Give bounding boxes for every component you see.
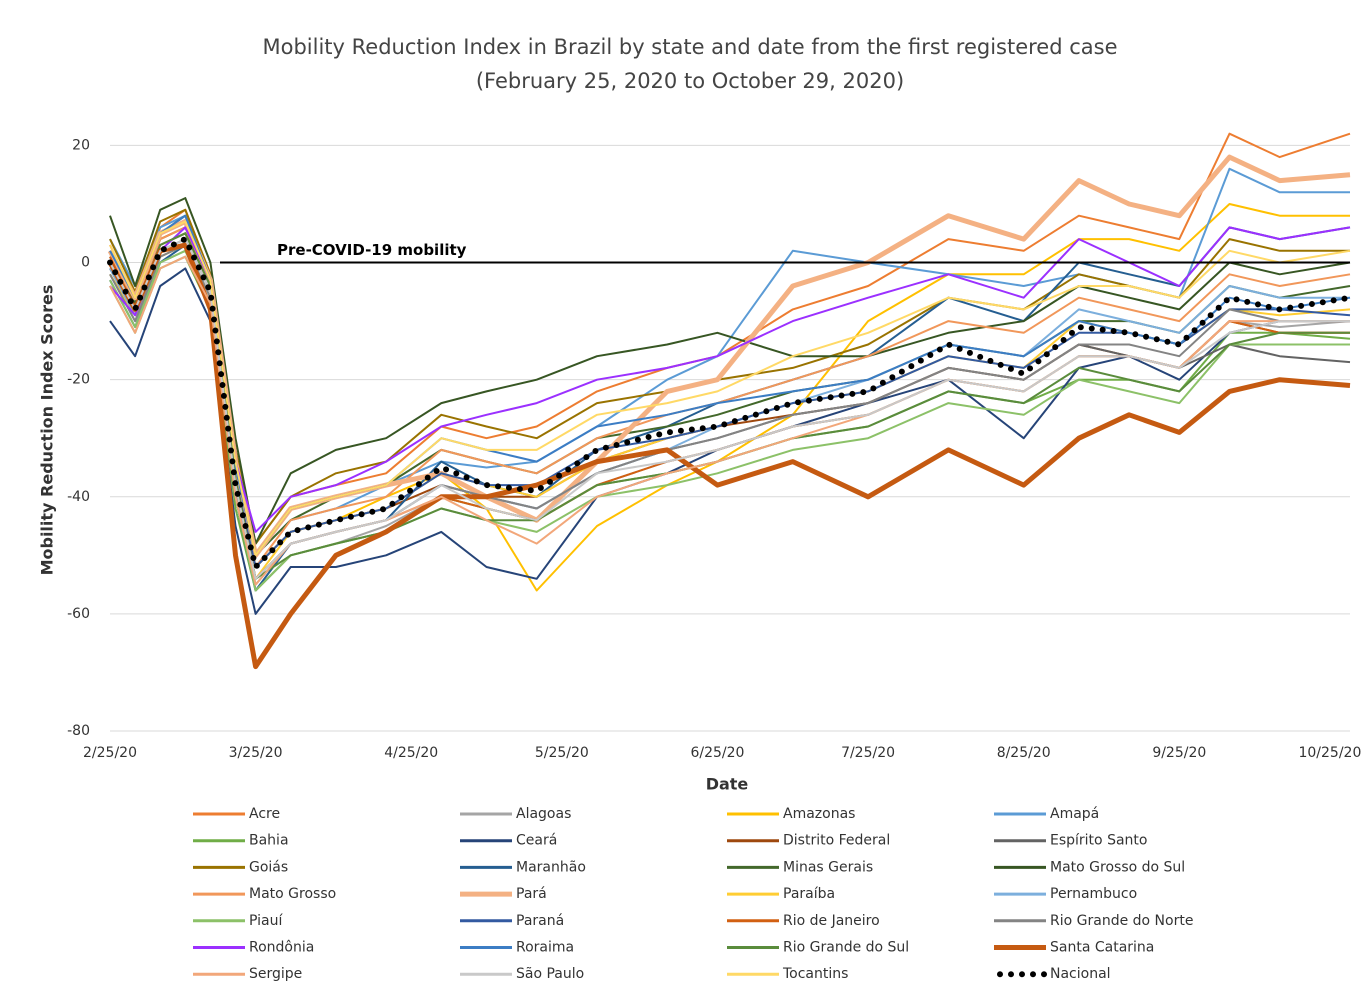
y-tick-label: -40 [67,489,90,505]
legend-label: Minas Gerais [783,859,873,875]
y-tick-label: -80 [67,723,90,739]
legend-label: Paraíba [783,886,835,902]
legend-label: Rio Grande do Norte [1050,913,1193,929]
legend-label: São Paulo [516,966,584,982]
x-axis-label: Date [706,775,749,794]
legend-label: Maranhão [516,859,586,875]
x-tick-label: 5/25/20 [535,745,589,761]
x-tick-label: 8/25/20 [997,745,1051,761]
legend-label: Santa Catarina [1050,940,1154,956]
x-tick-label: 4/25/20 [384,745,438,761]
y-tick-label: 20 [72,137,90,153]
legend-label: Tocantins [782,966,848,982]
y-tick-label: 0 [81,255,90,271]
legend-label: Piauí [249,913,283,929]
legend-label: Espírito Santo [1050,833,1147,849]
legend-label: Pernambuco [1050,886,1137,902]
chart-subtitle: (February 25, 2020 to October 29, 2020) [476,69,904,93]
legend-label: Roraima [516,940,574,956]
chart-title: Mobility Reduction Index in Brazil by st… [262,35,1117,59]
series-line [109,238,1350,580]
legend-label: Pará [516,886,547,902]
y-tick-label: -20 [67,372,90,388]
y-tick-label: -60 [67,606,90,622]
series-line [107,236,1353,570]
legend-label: Rio de Janeiro [783,913,880,929]
x-tick-label: 6/25/20 [690,745,744,761]
x-tick-label: 9/25/20 [1152,745,1206,761]
legend-label: Acre [249,806,280,822]
x-tick-label: 2/25/20 [83,745,137,761]
y-axis-label: Mobility Reduction Index Scores [38,285,57,576]
legend-label: Distrito Federal [783,833,890,849]
legend-label: Bahia [249,833,289,849]
legend-label: Rondônia [249,940,314,956]
legend-label: Amapá [1050,806,1099,822]
x-tick-label: 3/25/20 [229,745,283,761]
series-line [107,242,1351,670]
legend-label: Rio Grande do Sul [783,940,909,956]
legend-label: Mato Grosso do Sul [1050,859,1185,875]
x-tick-label: 7/25/20 [841,745,895,761]
legend-label: Mato Grosso [249,886,336,902]
legend-label: Ceará [516,833,557,849]
legend-label: Sergipe [249,966,302,982]
reference-label: Pre-COVID-19 mobility [277,241,467,259]
legend-label: Nacional [1050,966,1111,982]
legend-label: Amazonas [783,806,855,822]
legend-label: Paraná [516,913,564,929]
series-line [109,197,1351,545]
legend-label: Alagoas [516,806,571,822]
legend-label: Goiás [249,859,288,875]
x-tick-label: 10/25/20 [1298,745,1361,761]
